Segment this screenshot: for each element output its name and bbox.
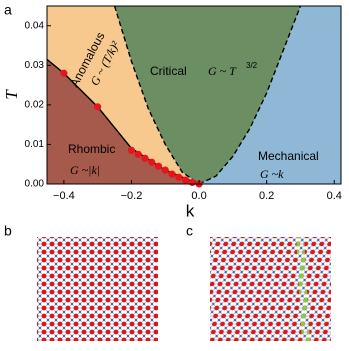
region-label: Mechanical — [258, 149, 319, 163]
x-tick-label: −0.4 — [53, 190, 75, 202]
data-point — [148, 158, 156, 166]
y-tick-label: 0.02 — [25, 100, 45, 111]
region-formula: G ~|k| — [70, 163, 100, 177]
region-formula: G ~k — [260, 167, 284, 181]
data-point — [161, 166, 169, 174]
y-tick-label: 0.01 — [25, 139, 45, 150]
y-axis-label: T — [2, 89, 21, 100]
region-label: Critical — [150, 64, 187, 78]
panel-label: a — [4, 2, 12, 18]
lattice-c — [210, 237, 331, 341]
y-tick-label: 0.04 — [25, 20, 45, 31]
data-point — [181, 176, 190, 184]
data-point — [188, 178, 196, 187]
y-tick-label: 0.00 — [25, 179, 45, 190]
region-rhombic — [47, 59, 200, 184]
data-point — [134, 150, 142, 158]
data-point — [168, 170, 176, 178]
x-tick-label: 0.4 — [327, 190, 342, 202]
region-critical — [114, 6, 301, 184]
lattice-b — [37, 237, 158, 341]
data-point — [154, 162, 163, 170]
panel-label: b — [4, 223, 12, 239]
boundary-line — [113, 5, 200, 185]
region-formula-sup: 3/2 — [246, 61, 258, 70]
data-point — [60, 69, 68, 77]
x-tick-label: 0.0 — [191, 190, 206, 202]
axes-frame — [46, 5, 342, 185]
x-axis-label: k — [186, 201, 195, 220]
data-point — [94, 103, 102, 111]
lattice-c-stripe — [296, 237, 310, 341]
x-tick-label: 0.2 — [259, 190, 274, 202]
panel-label: c — [186, 223, 193, 239]
data-point — [175, 173, 183, 181]
data-point — [127, 146, 136, 154]
region-anomalous — [47, 6, 200, 184]
y-tick-label: 0.03 — [25, 60, 45, 71]
boundary-line — [198, 5, 302, 185]
region-formula: G ~ T — [208, 64, 237, 78]
x-tick-label: −0.2 — [121, 190, 143, 202]
region-label: Rhombic — [68, 142, 115, 156]
data-point — [141, 154, 149, 162]
